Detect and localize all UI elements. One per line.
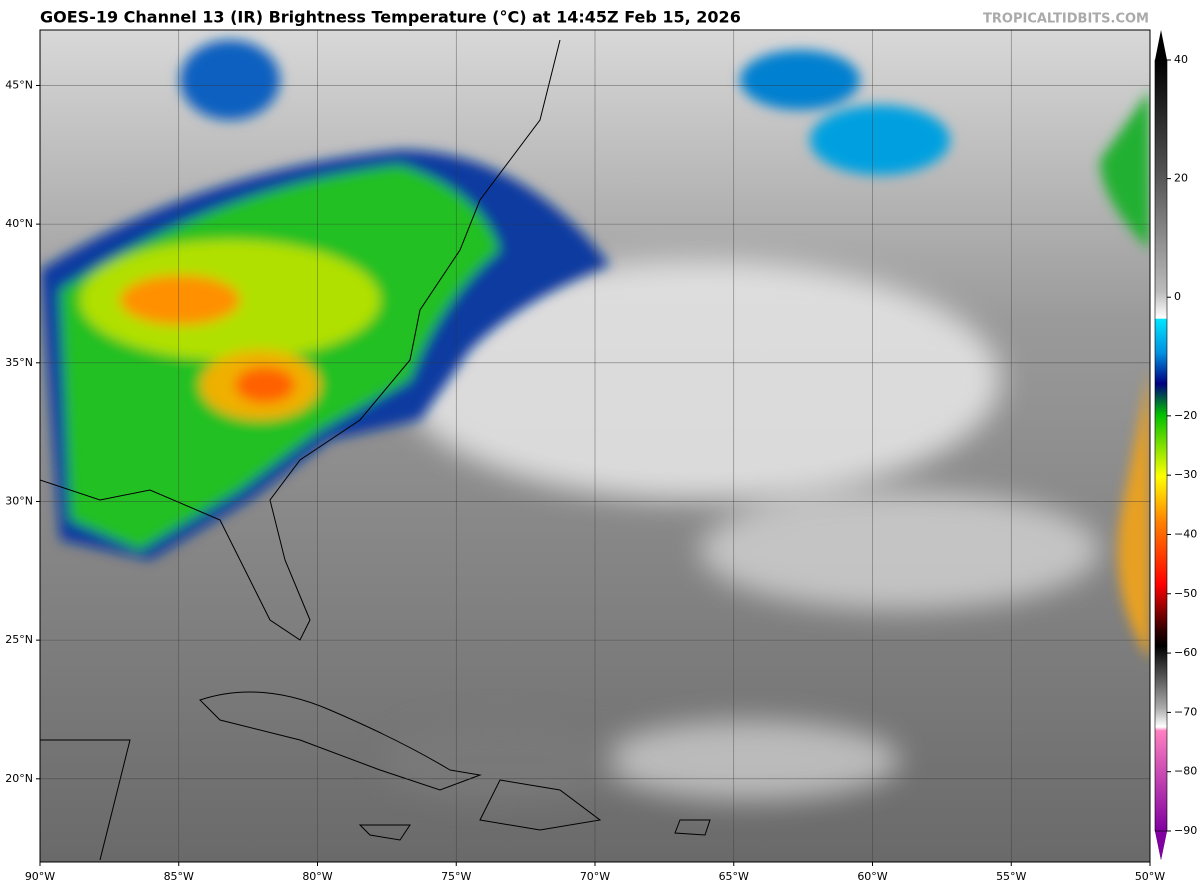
colorbar-label: 20 (1174, 172, 1188, 185)
colorbar-extend-low (1155, 831, 1167, 860)
lon-label: 65°W (719, 870, 749, 883)
lat-label: 20°N (5, 772, 33, 785)
lon-label: 80°W (302, 870, 332, 883)
colorbar-label: −20 (1174, 409, 1197, 422)
colorbar-label: −70 (1174, 705, 1197, 718)
colorbar (1154, 59, 1168, 832)
lon-label: 50°W (1135, 870, 1165, 883)
colorbar-label: −90 (1174, 824, 1197, 837)
colorbar-label: 0 (1174, 290, 1181, 303)
lon-label: 90°W (25, 870, 55, 883)
colorbar-label: 40 (1174, 53, 1188, 66)
lon-label: 55°W (996, 870, 1026, 883)
lat-label: 40°N (5, 217, 33, 230)
colorbar-label: −60 (1174, 646, 1197, 659)
credit: TROPICALTIDBITS.COM (983, 12, 1149, 27)
colorbar-label: −50 (1174, 587, 1197, 600)
colorbar-label: −40 (1174, 527, 1197, 540)
colorbar-label: −30 (1174, 468, 1197, 481)
colorbar-label: −80 (1174, 765, 1197, 778)
lon-label: 85°W (164, 870, 194, 883)
lat-label: 35°N (5, 356, 33, 369)
lat-label: 30°N (5, 494, 33, 507)
lon-label: 70°W (580, 870, 610, 883)
lat-label: 25°N (5, 633, 33, 646)
map-title: GOES-19 Channel 13 (IR) Brightness Tempe… (40, 8, 741, 27)
lat-label: 45°N (5, 78, 33, 91)
lon-label: 60°W (857, 870, 887, 883)
lon-label: 75°W (441, 870, 471, 883)
